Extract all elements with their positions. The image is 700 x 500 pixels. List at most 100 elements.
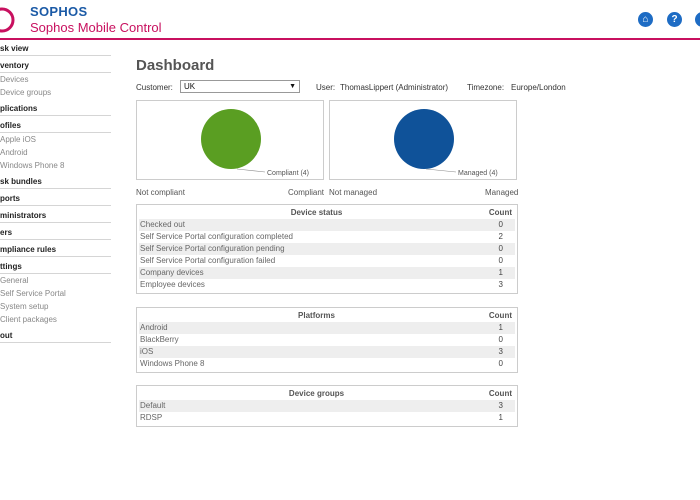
management-pie: Managed (4) [394, 109, 498, 177]
not-compliant-caption: Not compliant [136, 188, 185, 197]
device-groups-count-header: Count [488, 389, 512, 398]
sidebar-item-compliance-rules[interactable]: mpliance rules [0, 243, 111, 257]
table-row: Self Service Portal configuration comple… [139, 231, 515, 243]
sidebar-item-reports[interactable]: ports [0, 192, 111, 206]
compliant-caption: Compliant [288, 188, 325, 197]
platforms-title: Platforms [298, 311, 335, 320]
platforms-count-header: Count [488, 311, 512, 320]
sidebar-item-applications[interactable]: plications [0, 102, 111, 116]
sidebar-item-devices[interactable]: Devices [0, 75, 29, 84]
row-label: Android [140, 323, 168, 332]
logout-icon[interactable] [695, 12, 700, 27]
device-status-count-header: Count [488, 208, 512, 217]
timezone-value: Europe/London [511, 83, 566, 92]
user-value: ThomasLippert (Administrator) [340, 83, 449, 92]
row-label: BlackBerry [140, 335, 179, 344]
table-row: Windows Phone 8 0 [139, 358, 515, 370]
compliance-pie-slice [201, 109, 261, 169]
sidebar-item-task-bundles[interactable]: sk bundles [0, 175, 111, 189]
device-status-panel: Device status Count Checked out 0 Self Se… [136, 204, 518, 294]
management-chart: Managed (4) [329, 100, 517, 180]
sidebar-item-self-service-portal[interactable]: Self Service Portal [0, 289, 66, 298]
row-label: Self Service Portal configuration failed [140, 256, 276, 265]
customer-select[interactable]: UK ▼ [180, 80, 300, 93]
management-slice-label: Managed (4) [458, 170, 498, 177]
sidebar-item-logout[interactable]: out [0, 329, 111, 343]
timezone-label: Timezone: [467, 83, 505, 92]
row-label: iOS [140, 347, 154, 356]
device-groups-title: Device groups [288, 389, 345, 398]
row-count: 1 [498, 413, 503, 422]
row-label: Employee devices [140, 280, 205, 289]
home-icon[interactable]: ⌂ [638, 12, 653, 27]
row-count: 0 [498, 244, 503, 253]
customer-label: Customer: [136, 83, 173, 92]
row-count: 0 [498, 335, 503, 344]
device-status-title: Device status [290, 208, 343, 217]
sidebar-item-device-groups[interactable]: Device groups [0, 88, 52, 97]
row-count: 1 [498, 268, 503, 277]
sidebar-item-settings[interactable]: ttings [0, 260, 111, 274]
table-row: Self Service Portal configuration failed… [139, 255, 515, 267]
sidebar-item-profiles[interactable]: ofiles [0, 119, 111, 133]
platforms-panel: Platforms Count Android 1 BlackBerry 0 iOS… [136, 307, 518, 373]
help-icon[interactable]: ? [667, 12, 682, 27]
row-count: 3 [498, 347, 503, 356]
not-managed-caption: Not managed [329, 188, 378, 197]
sidebar-item-android[interactable]: Android [0, 148, 28, 157]
user-label: User: [316, 83, 336, 92]
brand-name: SOPHOS [30, 4, 88, 19]
sidebar-nav: sk view ventory Devices Device groups pl… [0, 42, 111, 346]
row-label: Default [140, 401, 166, 410]
device-groups-rows: Default 3 RDSP 1 [139, 400, 515, 424]
product-name: Sophos Mobile Control [30, 20, 162, 35]
table-row: Default 3 [139, 400, 515, 412]
sidebar-item-system-setup[interactable]: System setup [0, 302, 49, 311]
chevron-down-icon: ▼ [289, 83, 296, 90]
device-status-rows: Checked out 0 Self Service Portal configu… [139, 219, 515, 291]
row-count: 2 [498, 232, 503, 241]
table-row: Checked out 0 [139, 219, 515, 231]
table-row: RDSP 1 [139, 412, 515, 424]
compliance-pie: Compliant (4) [201, 109, 309, 177]
table-row: Android 1 [139, 322, 515, 334]
sidebar-item-apple-ios[interactable]: Apple iOS [0, 135, 37, 144]
sidebar-item-inventory[interactable]: ventory [0, 59, 111, 73]
sidebar-item-users[interactable]: ers [0, 226, 111, 240]
device-status-header: Device status Count [139, 207, 515, 219]
row-count: 3 [498, 401, 503, 410]
sidebar-item-client-packages[interactable]: Client packages [0, 315, 57, 324]
row-label: Windows Phone 8 [140, 359, 205, 368]
row-count: 3 [498, 280, 503, 289]
row-label: Self Service Portal configuration pendin… [140, 244, 285, 253]
sidebar-item-windows-phone-8[interactable]: Windows Phone 8 [0, 161, 65, 170]
device-groups-panel: Device groups Count Default 3 RDSP 1 [136, 385, 518, 427]
management-leader-line [425, 168, 457, 173]
table-row: BlackBerry 0 [139, 334, 515, 346]
table-row: Self Service Portal configuration pendin… [139, 243, 515, 255]
sidebar-item-general[interactable]: General [0, 276, 29, 285]
row-count: 0 [498, 256, 503, 265]
row-count: 0 [498, 220, 503, 229]
row-count: 0 [498, 359, 503, 368]
management-pie-slice [394, 109, 454, 169]
sophos-logo-icon [0, 7, 15, 33]
device-groups-header: Device groups Count [139, 388, 515, 400]
row-count: 1 [498, 323, 503, 332]
table-row: Company devices 1 [139, 267, 515, 279]
compliance-leader-line [236, 168, 266, 173]
app-header: SOPHOS Sophos Mobile Control ⌂ ? [0, 0, 700, 40]
managed-caption: Managed [485, 188, 519, 197]
platforms-rows: Android 1 BlackBerry 0 iOS 3 Windows Phone … [139, 322, 515, 370]
platforms-header: Platforms Count [139, 310, 515, 322]
row-label: Company devices [140, 268, 204, 277]
row-label: Checked out [140, 220, 185, 229]
row-label: RDSP [140, 413, 163, 422]
sidebar-item-task-view[interactable]: sk view [0, 42, 111, 56]
compliance-chart: Compliant (4) [136, 100, 324, 180]
sidebar-item-administrators[interactable]: ministrators [0, 209, 111, 223]
table-row: iOS 3 [139, 346, 515, 358]
row-label: Self Service Portal configuration comple… [140, 232, 293, 241]
page-title: Dashboard [136, 57, 215, 74]
compliance-slice-label: Compliant (4) [267, 170, 309, 177]
